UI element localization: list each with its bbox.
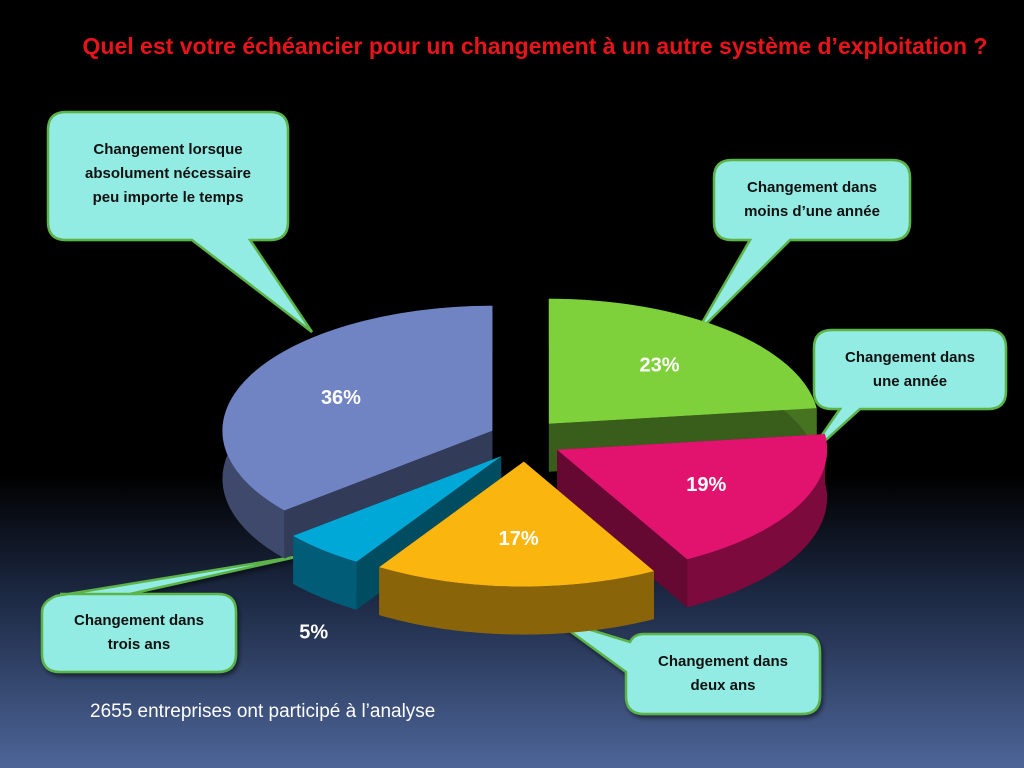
callout-deux-ans-line2: deux ans <box>690 677 756 694</box>
callout-moins-annee: Changement dans moins d’une année <box>716 164 908 236</box>
pie-label-moins-annee: 23% <box>639 355 679 377</box>
pie-label-trois-ans: 5% <box>299 622 328 644</box>
callout-moins-annee-line1: Changement dans <box>746 179 878 196</box>
callout-deux-ans-shape <box>551 616 822 716</box>
pie-label-une-annee: 19% <box>686 474 726 496</box>
callout-moins-annee-line2: moins d’une année <box>744 203 880 220</box>
callout-necessaire-line1: Changement lorsque <box>93 141 243 158</box>
pie-slice-deux-ans-top <box>379 461 654 587</box>
pie-slices <box>222 298 828 635</box>
pie-slice-moins-annee-top <box>548 298 817 424</box>
chart-title: Quel est votre échéancier pour un change… <box>82 33 988 59</box>
pie-slice-une-annee-top <box>557 434 828 560</box>
footnote: 2655 entreprises ont participé à l’analy… <box>90 701 436 722</box>
callout-trois-ans: Changement dans trois ans <box>44 597 234 669</box>
pie-slice-une-annee <box>557 434 828 608</box>
callout-moins-annee-shape <box>693 158 912 336</box>
pie-labels: 23% 19% 17% 5% 36% <box>299 355 726 644</box>
callout-une-annee-line2: une année <box>872 373 948 390</box>
pie-slice-necessaire-top <box>222 305 493 511</box>
callout-une-annee-shape <box>804 328 1008 459</box>
callout-une-annee: Changement dans une année <box>816 334 1004 406</box>
callout-necessaire-line3: peu importe le temps <box>92 189 244 206</box>
callout-shapes <box>40 110 1008 716</box>
callout-une-annee-line1: Changement dans <box>844 349 976 366</box>
pie-label-necessaire: 36% <box>321 387 361 409</box>
pie-slice-une-annee-wall <box>687 434 828 608</box>
callout-deux-ans: Changement dans deux ans <box>628 638 818 710</box>
callout-necessaire: Changement lorsque absolument nécessaire… <box>52 128 284 220</box>
pie-slice-deux-ans-wall <box>379 567 654 635</box>
callout-trois-ans-shape <box>40 554 301 674</box>
callout-trois-ans-line2: trois ans <box>107 636 171 653</box>
pie-slice-une-annee-side-end <box>557 449 688 608</box>
callout-deux-ans-line1: Changement dans <box>657 653 789 670</box>
callout-necessaire-line2: absolument nécessaire <box>85 165 251 182</box>
pie-slice-trois-ans-wall <box>293 535 357 610</box>
pie-slice-deux-ans <box>379 461 654 635</box>
callout-necessaire-shape <box>46 110 314 333</box>
pie-slice-trois-ans-top <box>293 456 502 562</box>
pie-label-deux-ans: 17% <box>499 528 539 550</box>
callout-trois-ans-line1: Changement dans <box>73 612 205 629</box>
